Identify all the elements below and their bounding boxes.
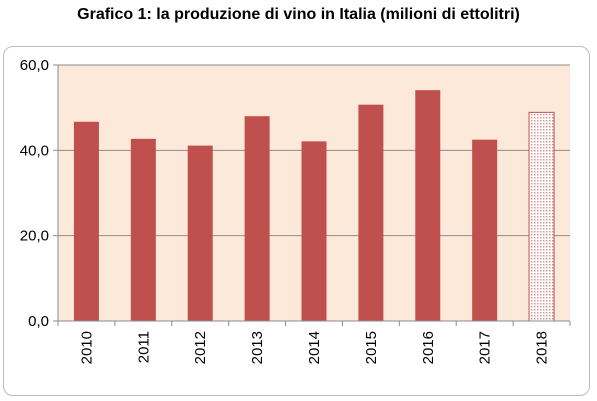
bar-2014 (301, 141, 327, 321)
chart-title: Grafico 1: la produzione di vino in Ital… (77, 6, 520, 23)
x-tick-labels: 2010 2011 2012 2013 2014 2015 2016 2017 2018 (78, 331, 550, 364)
y-tick-label: 40,0 (20, 142, 49, 159)
x-tick-label: 2015 (363, 331, 380, 364)
bar-2012 (187, 145, 213, 321)
x-tick-label: 2014 (306, 331, 323, 364)
bar-2013 (244, 116, 270, 321)
x-tick-label: 2010 (78, 331, 95, 364)
axes (53, 64, 571, 326)
y-tick-label: 20,0 (20, 228, 49, 245)
bar-2016 (415, 90, 441, 321)
bar-2010 (73, 121, 99, 321)
x-tick-label: 2018 (534, 331, 551, 364)
x-tick-label: 2013 (249, 331, 266, 364)
bar-2018 (528, 111, 555, 322)
y-tick-label: 60,0 (20, 57, 49, 74)
y-tick-labels: 0,0 20,0 40,0 60,0 (20, 57, 49, 330)
x-tick-label: 2016 (420, 331, 437, 364)
bar-2011 (130, 138, 156, 321)
bar-2017 (472, 139, 498, 321)
bar-2015 (358, 104, 384, 322)
x-tick-label: 2011 (135, 331, 152, 363)
bars (73, 90, 555, 322)
x-tick-label: 2017 (477, 331, 494, 364)
y-tick-label: 0,0 (28, 313, 49, 330)
x-tick-label: 2012 (192, 331, 209, 364)
